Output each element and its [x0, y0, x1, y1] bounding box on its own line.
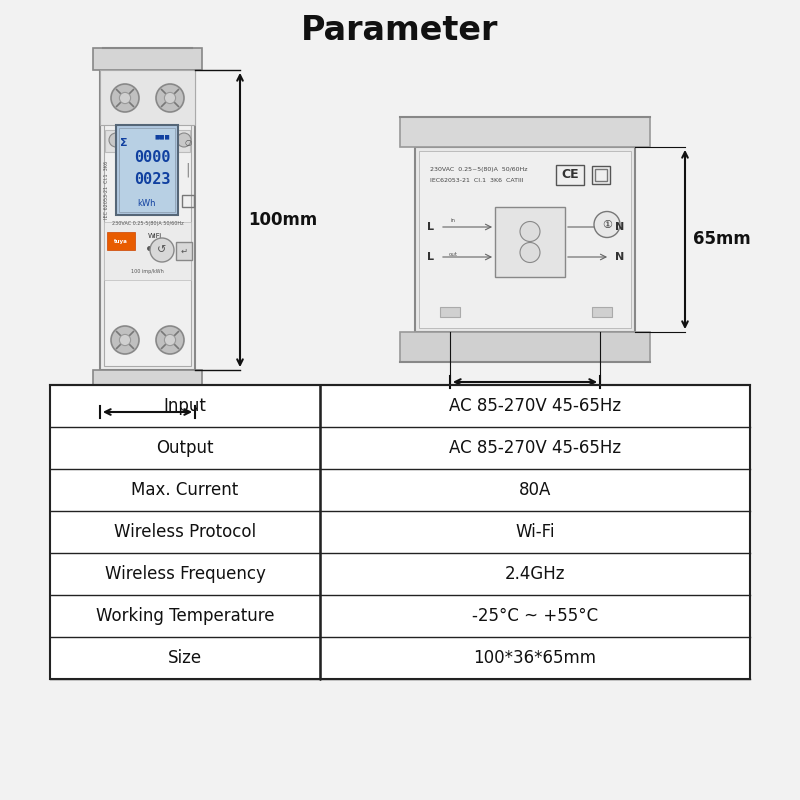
Text: WiFi: WiFi: [148, 233, 162, 239]
Bar: [400, 332, 650, 362]
Text: Wireless Protocol: Wireless Protocol: [114, 523, 256, 541]
Circle shape: [119, 92, 130, 104]
Text: -25°C ~ +55°C: -25°C ~ +55°C: [472, 607, 598, 625]
Text: 36mm: 36mm: [496, 396, 554, 414]
Text: AC 85-270V 45-65Hz: AC 85-270V 45-65Hz: [449, 397, 621, 415]
Circle shape: [127, 133, 141, 147]
Bar: [419, 151, 631, 328]
Bar: [93, 48, 202, 70]
Text: CE: CE: [561, 169, 579, 182]
Bar: [116, 125, 178, 215]
Bar: [93, 370, 202, 392]
Bar: [104, 74, 191, 366]
Text: 65mm: 65mm: [693, 230, 750, 249]
Circle shape: [111, 326, 139, 354]
Circle shape: [156, 84, 184, 112]
Text: Wi-Fi: Wi-Fi: [515, 523, 554, 541]
Bar: [182, 195, 194, 207]
Circle shape: [165, 92, 176, 104]
Text: 100mm: 100mm: [248, 211, 318, 229]
Text: N: N: [615, 222, 625, 232]
Bar: [592, 166, 610, 184]
Circle shape: [177, 133, 191, 147]
Text: 2.4GHz: 2.4GHz: [505, 565, 566, 583]
Circle shape: [156, 326, 184, 354]
Text: L: L: [426, 222, 434, 232]
Text: 100 imp/kWh: 100 imp/kWh: [131, 270, 164, 274]
Bar: [440, 307, 460, 317]
Text: 100*36*65mm: 100*36*65mm: [474, 649, 597, 667]
Circle shape: [119, 334, 130, 346]
Text: ↵: ↵: [181, 246, 187, 255]
Text: Input: Input: [163, 397, 206, 415]
Text: out: out: [449, 251, 458, 257]
Circle shape: [520, 242, 540, 262]
Text: Max. Current: Max. Current: [131, 481, 238, 499]
Circle shape: [520, 222, 540, 242]
Text: Output: Output: [156, 439, 214, 457]
Text: Wireless Frequency: Wireless Frequency: [105, 565, 266, 583]
Bar: [50, 385, 750, 679]
Text: 36mm: 36mm: [118, 426, 177, 444]
Circle shape: [111, 84, 139, 112]
Bar: [415, 147, 635, 332]
Bar: [107, 232, 135, 250]
Bar: [100, 70, 195, 125]
Text: ○: ○: [184, 138, 192, 147]
Text: ↺: ↺: [158, 245, 166, 255]
Text: IEC62053-21  CI.1  3K6  CATIII: IEC62053-21 CI.1 3K6 CATIII: [430, 178, 524, 183]
Bar: [104, 222, 191, 280]
Text: Σ: Σ: [120, 138, 128, 148]
Circle shape: [163, 133, 177, 147]
Text: 0023: 0023: [134, 173, 170, 187]
Bar: [100, 70, 195, 370]
Text: L: L: [426, 252, 434, 262]
Bar: [119, 128, 175, 212]
Text: ①: ①: [602, 219, 612, 230]
Text: 230VAC 0.25-5(80)A 50/60Hz: 230VAC 0.25-5(80)A 50/60Hz: [112, 221, 183, 226]
Text: IEC 62053-21  CI.1  3K6: IEC 62053-21 CI.1 3K6: [105, 161, 110, 219]
Bar: [176, 242, 192, 260]
Circle shape: [150, 238, 174, 262]
Text: Parameter: Parameter: [302, 14, 498, 46]
Text: AC 85-270V 45-65Hz: AC 85-270V 45-65Hz: [449, 439, 621, 457]
Text: 230VAC  0.25~5(80)A  50/60Hz: 230VAC 0.25~5(80)A 50/60Hz: [430, 166, 527, 171]
Circle shape: [145, 133, 159, 147]
Bar: [592, 307, 612, 317]
Text: 80A: 80A: [519, 481, 551, 499]
Text: tuya: tuya: [114, 238, 128, 243]
Text: kWh: kWh: [138, 198, 156, 207]
Bar: [400, 117, 650, 147]
Text: 0000: 0000: [134, 150, 170, 165]
Text: Size: Size: [168, 649, 202, 667]
Text: in: in: [450, 218, 455, 222]
Text: N: N: [615, 252, 625, 262]
Bar: [595, 169, 607, 181]
Circle shape: [165, 334, 176, 346]
Bar: [556, 165, 584, 185]
Bar: [105, 130, 190, 152]
Text: ■■■: ■■■: [154, 134, 170, 139]
Circle shape: [594, 211, 620, 238]
Bar: [495, 207, 565, 277]
Circle shape: [109, 133, 123, 147]
Text: Working Temperature: Working Temperature: [96, 607, 274, 625]
Text: |: |: [186, 162, 190, 178]
Bar: [50, 385, 750, 679]
